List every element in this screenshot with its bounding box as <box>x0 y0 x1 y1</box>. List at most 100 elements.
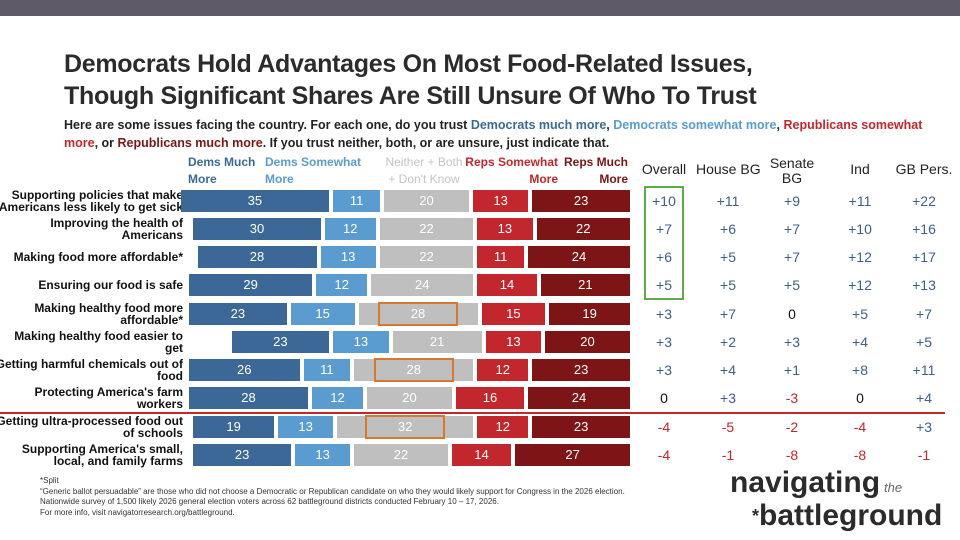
table-header: Overall <box>632 162 696 177</box>
bar-segment: 13 <box>485 331 541 353</box>
table-header: Ind <box>828 162 892 177</box>
table-cell: -8 <box>853 447 867 463</box>
bar-segment: 12 <box>477 416 529 438</box>
bar-segment: 12 <box>324 218 376 240</box>
table-header-line: House BG <box>696 161 761 177</box>
bar-segment: 15 <box>481 303 546 325</box>
table-cell: +3 <box>720 390 736 406</box>
bar-segment: 20 <box>384 190 469 212</box>
bar-segment: 19 <box>193 416 274 438</box>
table-cell: +3 <box>656 362 672 378</box>
table-cell: +7 <box>784 249 800 265</box>
table-cell: +4 <box>916 390 932 406</box>
bar-segment: 22 <box>536 218 630 240</box>
table-cell: 0 <box>660 390 668 406</box>
table-cell: +10 <box>652 193 676 209</box>
table-header-line: BG <box>781 170 803 186</box>
q-rs: Republicans somewhat more <box>64 118 923 150</box>
q-ds: Democrats somewhat more <box>613 118 777 132</box>
bar-segment: 28 <box>189 387 308 409</box>
table-cell: -1 <box>721 447 735 463</box>
category-label: Supporting policies that make Americans l… <box>0 189 183 213</box>
bar-segment: 14 <box>477 274 537 296</box>
table-cell: +5 <box>784 277 800 293</box>
table-cell: +3 <box>916 419 932 435</box>
table-cell: +16 <box>912 221 936 237</box>
bar-segment: 26 <box>189 359 300 381</box>
table-cell: +3 <box>656 306 672 322</box>
table-header-line: Senate <box>769 155 815 171</box>
table-cell: +11 <box>716 193 740 209</box>
category-label-line: affordable* <box>120 313 183 327</box>
bar-segment: 23 <box>532 416 630 438</box>
bar-segment: 24 <box>371 274 474 296</box>
table-cell: +4 <box>720 362 736 378</box>
top-bar <box>0 0 960 16</box>
bar-segment: 19 <box>549 303 630 325</box>
legend-item-label: Neither + Both <box>385 155 463 169</box>
bar-segment: 23 <box>193 444 291 466</box>
highlight-box-neutral <box>373 358 454 382</box>
bar-segment: 13 <box>477 218 533 240</box>
table-header-line: Overall <box>641 161 687 177</box>
q-sep: , <box>776 118 784 132</box>
table-cell: +11 <box>848 193 872 209</box>
table-cell: +17 <box>912 249 936 265</box>
page-title: Democrats Hold Advantages On Most Food-R… <box>64 48 757 112</box>
table-cell: -3 <box>785 390 799 406</box>
category-label-line: Ensuring our food is safe <box>38 278 183 292</box>
table-cell: +6 <box>720 221 736 237</box>
legend-item: Dems Somewhat More <box>265 154 361 188</box>
bar-segment: 13 <box>333 331 389 353</box>
category-label-line: Getting harmful chemicals out of <box>0 357 183 371</box>
bar-segment: 12 <box>316 274 368 296</box>
category-label: Making food more affordable* <box>14 251 183 263</box>
bar-segment: 22 <box>379 246 474 268</box>
table-cell: +7 <box>656 221 672 237</box>
table-cell: +5 <box>720 277 736 293</box>
category-label-line: Improving the health of <box>50 216 183 230</box>
category-label-line: get <box>165 341 183 355</box>
category-label-line: Making healthy food easier to <box>14 329 183 343</box>
table-header: GB Pers. <box>892 162 956 177</box>
table-cell: +3 <box>784 334 800 350</box>
legend-item-label: More <box>265 172 294 186</box>
legend-item-label: More <box>599 172 628 186</box>
category-label-line: local, and family farms <box>53 454 183 468</box>
logo-word: the <box>884 480 903 495</box>
category-label-line: Getting ultra-processed food out <box>0 414 183 428</box>
bar-segment: 14 <box>451 444 512 466</box>
bar-segment: 12 <box>477 359 529 381</box>
bar-segment: 32 <box>337 416 474 438</box>
logo-word: battleground <box>759 499 943 532</box>
table-cell: +5 <box>916 334 932 350</box>
table-cell: -5 <box>721 419 735 435</box>
category-label: Ensuring our food is safe <box>38 279 183 291</box>
bar-segment: 29 <box>189 274 313 296</box>
legend-item: Neither + Both + Don't Know <box>380 154 468 188</box>
bar-segment: 22 <box>354 444 448 466</box>
bar-segment: 30 <box>193 218 321 240</box>
category-label: Getting harmful chemicals out of food <box>0 358 183 382</box>
table-cell: +5 <box>852 306 868 322</box>
table-cell: +10 <box>848 221 872 237</box>
table-header-line: Ind <box>850 161 870 177</box>
highlight-box-overall <box>644 186 684 300</box>
separator-line <box>0 412 945 414</box>
category-label-line: Making healthy food more <box>34 301 183 315</box>
category-label-line: food <box>157 369 183 383</box>
table-cell: 0 <box>856 390 864 406</box>
bar-segment: 13 <box>473 190 529 212</box>
highlight-box-neutral <box>378 302 458 326</box>
table-cell: +7 <box>720 306 736 322</box>
legend-item-label: Reps Somewhat <box>465 155 558 169</box>
highlight-box-neutral <box>365 415 446 439</box>
bar-segment: 23 <box>532 190 630 212</box>
legend-item-label: More <box>529 172 558 186</box>
bar-segment: 13 <box>278 416 334 438</box>
table-cell: -2 <box>785 419 799 435</box>
category-label: Improving the health of Americans <box>50 217 183 241</box>
bar-segment: 28 <box>358 303 478 325</box>
bar-segment: 20 <box>545 331 630 353</box>
category-label: Making healthy food more affordable* <box>34 302 183 326</box>
